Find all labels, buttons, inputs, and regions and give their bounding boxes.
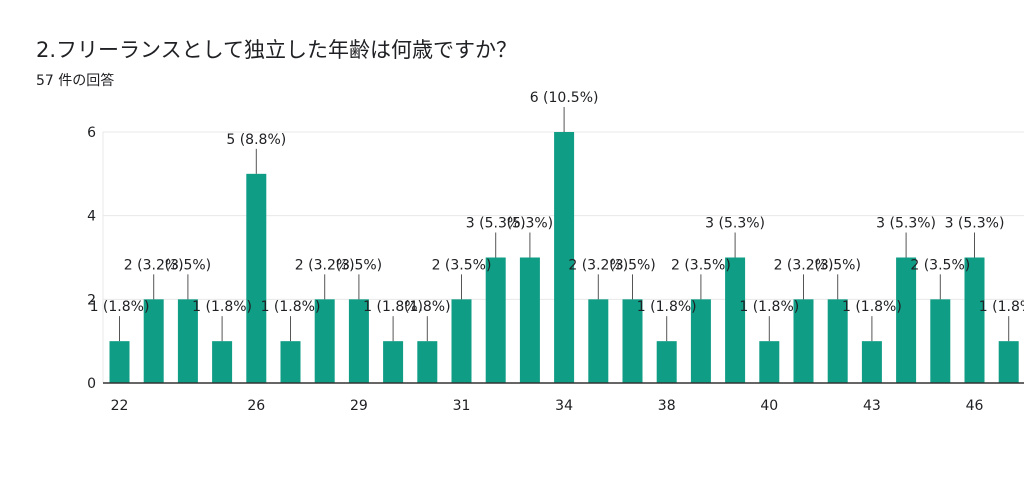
x-tick-label-31: 31 — [453, 398, 471, 414]
bar-44 — [861, 341, 882, 383]
bar-26 — [246, 173, 267, 383]
data-label-23: 2 (3.2%) — [124, 257, 184, 273]
data-label-39: 2 (3.5%) — [671, 257, 731, 273]
bar-24 — [177, 299, 198, 383]
bar-22 — [109, 341, 130, 383]
bar-43 — [827, 299, 848, 383]
data-label-36: 2 (3.2%) — [568, 257, 628, 273]
bar-38 — [656, 341, 677, 383]
bar-32 — [451, 299, 472, 383]
data-label-40: 3 (5.3%) — [705, 216, 765, 232]
data-label-42: 2 (3.2%) — [774, 257, 834, 273]
x-tick-label-26: 26 — [247, 398, 265, 414]
data-label-26: 5 (8.8%) — [226, 132, 286, 148]
data-label-34: (5.3%) — [507, 216, 554, 232]
bar-47 — [964, 257, 985, 383]
x-tick-label-43: 43 — [863, 398, 881, 414]
bar-29 — [348, 299, 369, 383]
bar-48 — [998, 341, 1019, 383]
data-label-46: 2 (3.5%) — [910, 257, 970, 273]
bar-45 — [896, 257, 917, 383]
x-tick-label-38: 38 — [658, 398, 676, 414]
data-labels: 1 (1.8%)2 (3.2%)(3.5%)1 (1.8%)5 (8.8%)1 … — [90, 90, 1024, 342]
bar-40 — [725, 257, 746, 383]
data-label-41: 1 (1.8%) — [739, 299, 799, 315]
y-tick-label: 4 — [87, 209, 96, 225]
data-label-27: 1 (1.8%) — [261, 299, 321, 315]
bar-37 — [622, 299, 643, 383]
bar-46 — [930, 299, 951, 383]
y-tick-label: 2 — [87, 292, 96, 308]
y-tick-label: 6 — [87, 125, 96, 141]
data-label-37: (3.5%) — [609, 257, 656, 273]
bar-42 — [793, 299, 814, 383]
data-label-45: 3 (5.3%) — [876, 216, 936, 232]
bar-30 — [383, 341, 404, 383]
data-label-31: (1.8%) — [404, 299, 451, 315]
x-tick-label-34: 34 — [555, 398, 573, 414]
data-label-47: 3 (5.3%) — [945, 216, 1005, 232]
x-axis-ticks: 22 26 29 31 34 38 40 43 46 — [111, 398, 984, 414]
bar-35 — [554, 132, 575, 383]
data-label-38: 1 (1.8%) — [637, 299, 697, 315]
bar-34 — [519, 257, 540, 383]
bar-41 — [759, 341, 780, 383]
data-label-29: (3.5%) — [336, 257, 383, 273]
bar-31 — [417, 341, 438, 383]
data-label-28: 2 (3.2%) — [295, 257, 355, 273]
data-label-24: (3.5%) — [165, 257, 212, 273]
bar-36 — [588, 299, 609, 383]
data-label-48: 1 (1.8%) — [979, 299, 1024, 315]
bar-25 — [212, 341, 233, 383]
response-count: 57 件の回答 — [36, 73, 115, 89]
bar-28 — [314, 299, 335, 383]
x-tick-label-22: 22 — [111, 398, 129, 414]
data-label-25: 1 (1.8%) — [192, 299, 252, 315]
data-label-35: 6 (10.5%) — [530, 90, 599, 106]
x-tick-label-46: 46 — [966, 398, 984, 414]
bars — [109, 132, 1019, 383]
data-label-32: 2 (3.5%) — [432, 257, 492, 273]
data-label-33: 3 (5.3%) — [466, 216, 526, 232]
y-tick-label: 0 — [87, 376, 96, 392]
page-title: 2.フリーランスとして独立した年齢は何歳ですか？ — [36, 38, 517, 62]
x-tick-label-29: 29 — [350, 398, 368, 414]
data-label-22: 1 (1.8%) — [90, 299, 150, 315]
bar-33 — [485, 257, 506, 383]
bar-23 — [143, 299, 164, 383]
data-label-43: (3.5%) — [814, 257, 861, 273]
data-label-30: 1 (1.8%) — [363, 299, 423, 315]
x-tick-label-40: 40 — [760, 398, 778, 414]
bar-27 — [280, 341, 301, 383]
bar-39 — [690, 299, 711, 383]
y-axis-ticks: 0 2 4 6 — [87, 125, 96, 392]
data-label-44: 1 (1.8%) — [842, 299, 902, 315]
